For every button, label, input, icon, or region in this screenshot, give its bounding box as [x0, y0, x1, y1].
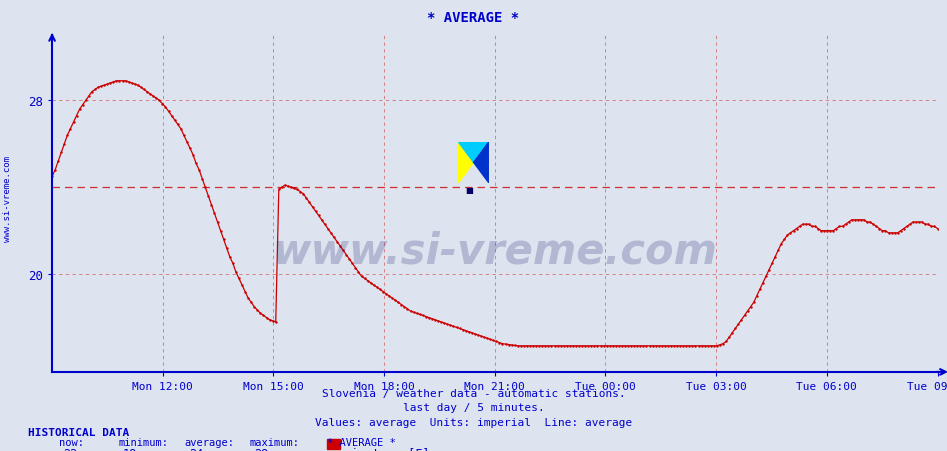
- Text: last day / 5 minutes.: last day / 5 minutes.: [402, 402, 545, 412]
- Text: HISTORICAL DATA: HISTORICAL DATA: [28, 428, 130, 437]
- Text: 18: 18: [123, 447, 137, 451]
- Text: 24: 24: [189, 447, 204, 451]
- Text: www.si-vreme.com: www.si-vreme.com: [3, 156, 12, 241]
- Text: 29: 29: [254, 447, 268, 451]
- Text: ■: ■: [465, 185, 473, 194]
- Text: maximum:: maximum:: [249, 437, 299, 447]
- Polygon shape: [458, 143, 474, 183]
- Text: Values: average  Units: imperial  Line: average: Values: average Units: imperial Line: av…: [314, 417, 633, 427]
- Text: minimum:: minimum:: [118, 437, 169, 447]
- Text: * AVERAGE *: * AVERAGE *: [327, 437, 396, 447]
- Text: average:: average:: [185, 437, 235, 447]
- Text: Slovenia / weather data - automatic stations.: Slovenia / weather data - automatic stat…: [322, 388, 625, 398]
- Text: * AVERAGE *: * AVERAGE *: [427, 11, 520, 25]
- Polygon shape: [458, 143, 489, 163]
- Text: now:: now:: [59, 437, 83, 447]
- Text: www.si-vreme.com: www.si-vreme.com: [273, 230, 717, 272]
- Polygon shape: [474, 143, 489, 183]
- Text: air temp.[F]: air temp.[F]: [344, 447, 429, 451]
- Text: 22: 22: [63, 447, 78, 451]
